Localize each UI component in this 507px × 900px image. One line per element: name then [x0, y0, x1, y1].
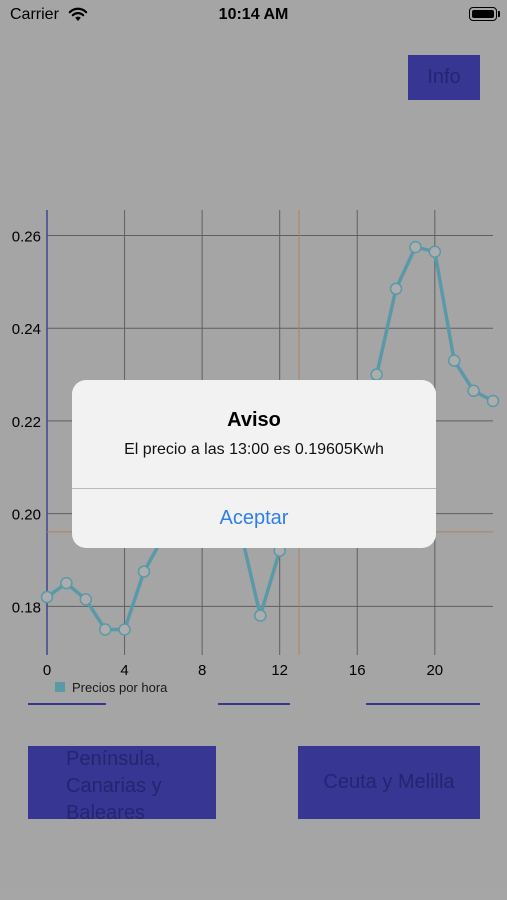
carrier-label: Carrier	[10, 6, 59, 23]
clock: 10:14 AM	[218, 6, 289, 23]
alert-message: El precio a las 13:00 es 0.19605Kwh	[124, 441, 384, 458]
data-point	[118, 623, 131, 636]
peninsula-canarias-baleares-button[interactable]: Península, Canarias y Baleares	[28, 746, 216, 819]
y-tick-label: 0.18	[12, 599, 41, 616]
x-tick-label: 20	[426, 662, 443, 679]
legend-line-right	[366, 703, 480, 705]
alert-dialog: Aviso El precio a las 13:00 es 0.19605Kw…	[72, 380, 436, 548]
x-tick-label: 8	[198, 662, 206, 679]
battery-icon	[469, 7, 500, 21]
data-point	[486, 394, 500, 408]
legend-line-center	[218, 703, 290, 705]
data-point	[60, 576, 73, 590]
y-tick-label: 0.22	[12, 414, 41, 431]
data-point	[98, 623, 112, 636]
data-point	[447, 354, 461, 367]
x-tick-label: 4	[120, 662, 128, 679]
x-tick-label: 16	[349, 662, 366, 679]
x-tick-label: 0	[43, 662, 51, 679]
info-button[interactable]: Info	[408, 55, 480, 100]
data-point	[428, 245, 442, 258]
y-tick-label: 0.24	[12, 321, 41, 338]
accept-button[interactable]: Aceptar	[219, 507, 289, 529]
ceuta-melilla-button[interactable]: Ceuta y Melilla	[298, 746, 480, 819]
alert-title: Aviso	[227, 409, 281, 431]
data-point	[79, 593, 93, 606]
data-point	[467, 384, 480, 398]
alert-divider	[72, 488, 436, 489]
wifi-icon	[68, 7, 88, 21]
data-point	[254, 609, 267, 622]
x-tick-label: 12	[271, 662, 288, 679]
legend-swatch	[55, 682, 65, 692]
status-bar: Carrier 10:14 AM	[0, 0, 507, 32]
data-point	[40, 590, 54, 604]
y-tick-label: 0.20	[12, 507, 41, 524]
data-point	[389, 282, 403, 296]
legend-line-left	[28, 703, 106, 705]
y-tick-label: 0.26	[12, 228, 41, 245]
legend-label: Precios por hora	[72, 680, 168, 695]
data-point	[137, 565, 151, 578]
data-point	[409, 240, 422, 254]
